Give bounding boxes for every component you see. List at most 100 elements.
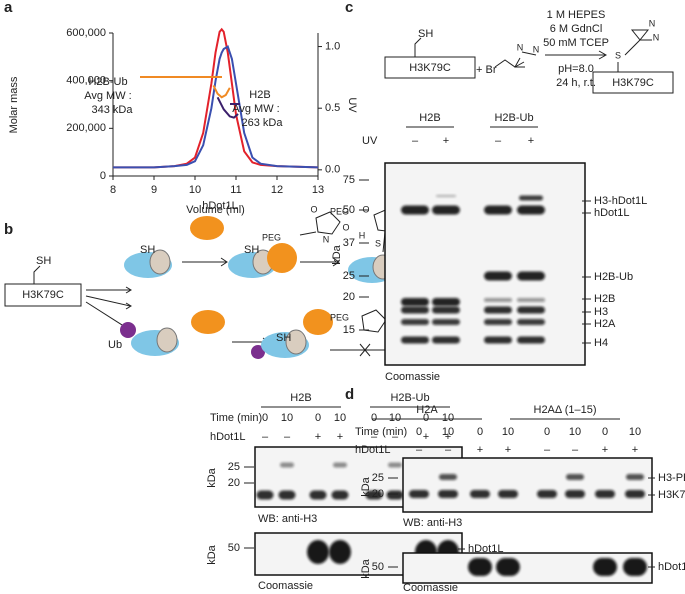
substrate-label: H3K79C: [409, 62, 451, 74]
substrate-label: H3K79C: [22, 289, 64, 301]
row-label: Time (min): [210, 412, 262, 424]
thiol-bond: [33, 265, 41, 284]
peg-label: PEG: [330, 312, 349, 322]
gel-band: [432, 306, 460, 314]
panel-label: b: [4, 221, 13, 238]
gel-band: [401, 306, 429, 314]
gel-frame: [402, 457, 653, 513]
row-value: +: [505, 444, 511, 456]
histone: [156, 327, 178, 353]
hdot1l-blob: [190, 216, 224, 240]
marker-label: 20: [228, 477, 240, 489]
gel-band: [593, 558, 617, 576]
series-line: [216, 96, 239, 119]
band-label: H3K79C: [658, 489, 685, 501]
reaction-arrow: [545, 50, 608, 60]
marker-label: 25: [343, 270, 355, 282]
band-label: H2B: [594, 293, 615, 305]
thiol-label: SH: [36, 255, 51, 267]
marker-label: 25: [228, 461, 240, 473]
annotation: H2B-Ub: [88, 76, 127, 88]
gel-band: [484, 319, 512, 325]
hdot1l-blob: [267, 243, 297, 273]
product-box: [592, 71, 674, 94]
y2-tick-label: 1.0: [325, 40, 340, 52]
gel-band: [565, 490, 585, 498]
annotation: Avg MW :: [232, 103, 279, 115]
annotation: H2B: [249, 89, 270, 101]
gel-band: [401, 319, 429, 325]
y-tick-label: 0: [100, 170, 106, 182]
gel-band: [432, 336, 460, 344]
kda-label: kDa: [360, 476, 372, 496]
gel-band: [517, 298, 545, 302]
row-value: +: [477, 444, 483, 456]
gel-band: [468, 558, 492, 576]
band-label: hDot1L: [594, 207, 629, 219]
panel-label: c: [345, 0, 353, 16]
atom-label: N: [517, 42, 524, 52]
row-value: 10: [442, 412, 454, 424]
caption: WB: anti-H3: [403, 517, 462, 529]
arrow: [300, 257, 340, 267]
row-value: –: [416, 444, 423, 456]
kda-label: kDa: [360, 558, 372, 578]
gel-band: [517, 271, 545, 281]
row-value: 0: [602, 426, 608, 438]
gel-band: [307, 540, 329, 564]
product-chain: [617, 29, 652, 72]
substrate-box: [384, 56, 476, 79]
gel-band: [496, 558, 520, 576]
ubiquitin: [251, 345, 265, 359]
row-value: –: [544, 444, 551, 456]
marker-label: 37: [343, 237, 355, 249]
atom-label: O: [342, 222, 349, 232]
histone: [149, 249, 171, 275]
row-label: hDot1L: [210, 431, 245, 443]
gel-band: [401, 336, 429, 344]
maleimide: [361, 309, 387, 333]
hdot1l-blob: [191, 310, 225, 334]
row-value: –: [284, 431, 291, 443]
row-value: –: [392, 431, 399, 443]
marker-label: 50: [343, 204, 355, 216]
row-value: 0: [423, 412, 429, 424]
gel-band: [386, 490, 404, 500]
y-tick-label: 600,000: [66, 27, 106, 39]
row-value: 10: [334, 412, 346, 424]
enzyme-label: hDot1L: [202, 200, 237, 212]
y2-axis-label: UV: [346, 97, 358, 113]
marker-label: 20: [343, 291, 355, 303]
reaction-c: [384, 29, 674, 94]
axis-frame: [112, 33, 319, 177]
gel-band: [626, 474, 644, 480]
group-header: H2B-Ub: [390, 392, 429, 404]
thiol-label: SH: [276, 332, 291, 344]
condition: 6 M GdnCl: [550, 23, 603, 35]
y-tick-label: 400,000: [66, 75, 106, 87]
row-value: –: [262, 431, 269, 443]
annotation: 343 kDa: [92, 104, 134, 116]
ubiquitin: [120, 322, 136, 338]
atom-label: S: [375, 238, 381, 248]
gel-band: [517, 205, 545, 215]
group-header: H2B: [419, 112, 440, 124]
band-label: H2A: [594, 318, 616, 330]
gel-band: [439, 474, 457, 480]
group-header: H2B: [290, 392, 311, 404]
row-value: 0: [315, 412, 321, 424]
gel-band: [256, 490, 274, 500]
reagent-chain: [494, 57, 525, 68]
gel-band: [517, 336, 545, 344]
gel-band: [331, 490, 349, 500]
x-tick-label: 13: [312, 184, 324, 196]
row-value: 10: [442, 426, 454, 438]
thiol-bond: [414, 37, 422, 57]
atom-label: H: [359, 230, 366, 240]
hdot1l-blob: [303, 309, 333, 335]
atom-label: O: [362, 204, 369, 214]
gel-band: [470, 490, 490, 498]
condition: 50 mM TCEP: [543, 37, 609, 49]
